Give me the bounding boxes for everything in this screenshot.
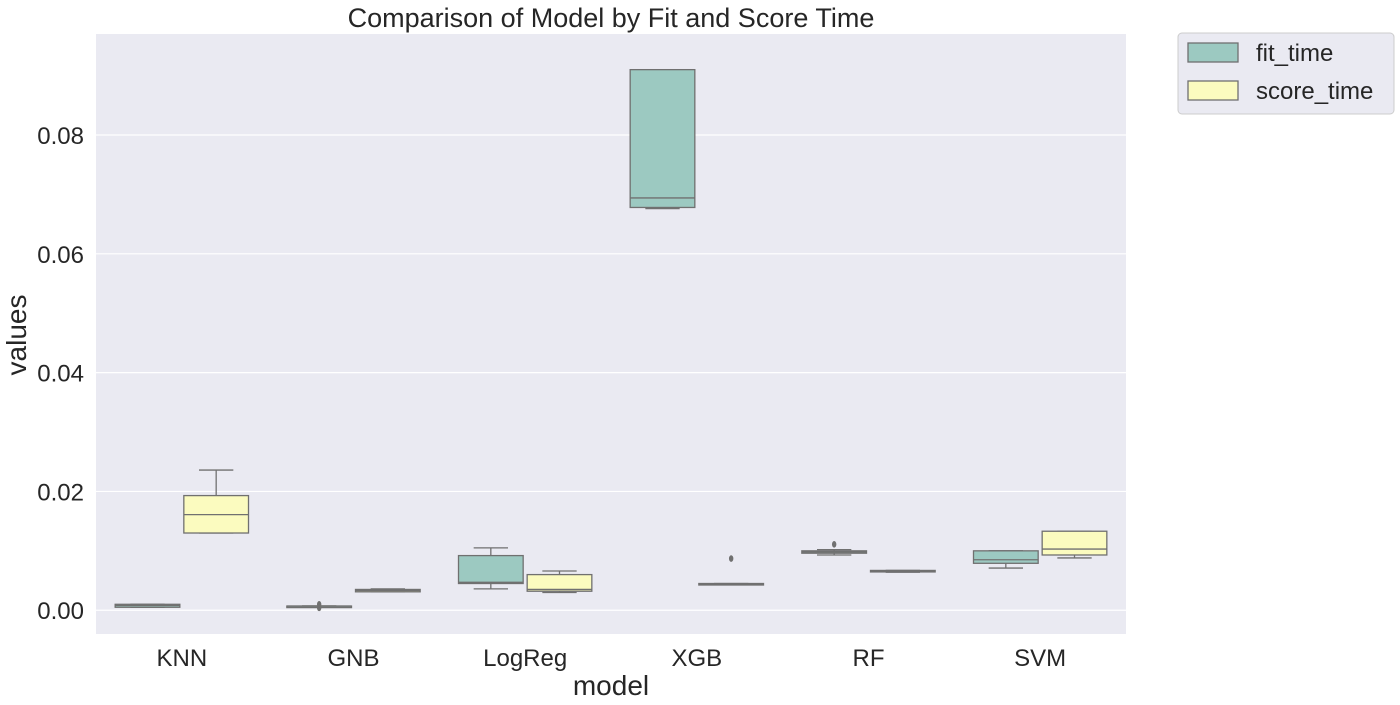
box-score_time-RF [869,569,936,573]
box-score_time-KNN [183,469,250,534]
chart-title: Comparison of Model by Fit and Score Tim… [348,3,875,33]
box-series [114,68,1108,612]
box-body [629,68,696,209]
x-axis-label: model [573,670,649,701]
box-score_time-GNB [354,588,421,593]
x-tick-label: XGB [671,645,722,672]
x-tick-label: GNB [327,645,379,672]
x-tick-label: LogReg [483,645,567,672]
box-score_time-XGB [698,555,765,586]
x-axis-ticks: KNN GNB LogReg XGB RF SVM [156,645,1066,672]
legend: fit_time score_time [1177,32,1395,115]
y-tick-label: 0.02 [37,479,84,506]
x-tick-label: RF [853,645,885,672]
box-fit_time-RF [801,540,868,556]
x-tick-label: SVM [1014,645,1066,672]
legend-swatch-score_time [1187,80,1239,101]
legend-swatch-fit_time [1187,42,1239,63]
legend-label-score_time: score_time [1256,78,1373,105]
plot-area [96,34,1126,634]
y-tick-label: 0.04 [37,361,84,388]
y-axis-label: values [1,295,32,376]
y-tick-label: 0.00 [37,598,84,625]
y-axis-ticks: 0.00 0.02 0.04 0.06 0.08 [37,123,84,625]
outlier-point [831,540,837,548]
x-tick-label: KNN [156,645,207,672]
box-fit_time-SVM [972,550,1039,569]
box-fit_time-GNB [286,600,353,612]
box-fit_time-XGB [629,68,696,210]
grid-lines [96,134,1126,611]
outlier-point [316,600,322,608]
box-score_time-SVM [1041,530,1108,559]
outlier-point [728,555,734,562]
box-body [457,554,524,585]
box-fit_time-KNN [114,603,181,608]
box-body [972,550,1039,564]
box-body [526,573,593,592]
legend-label-fit_time: fit_time [1256,40,1333,67]
y-tick-label: 0.06 [37,242,84,269]
box-fit_time-LogReg [457,547,524,590]
y-tick-label: 0.08 [37,123,84,150]
box-score_time-LogReg [526,570,593,594]
box-body [1041,530,1108,556]
